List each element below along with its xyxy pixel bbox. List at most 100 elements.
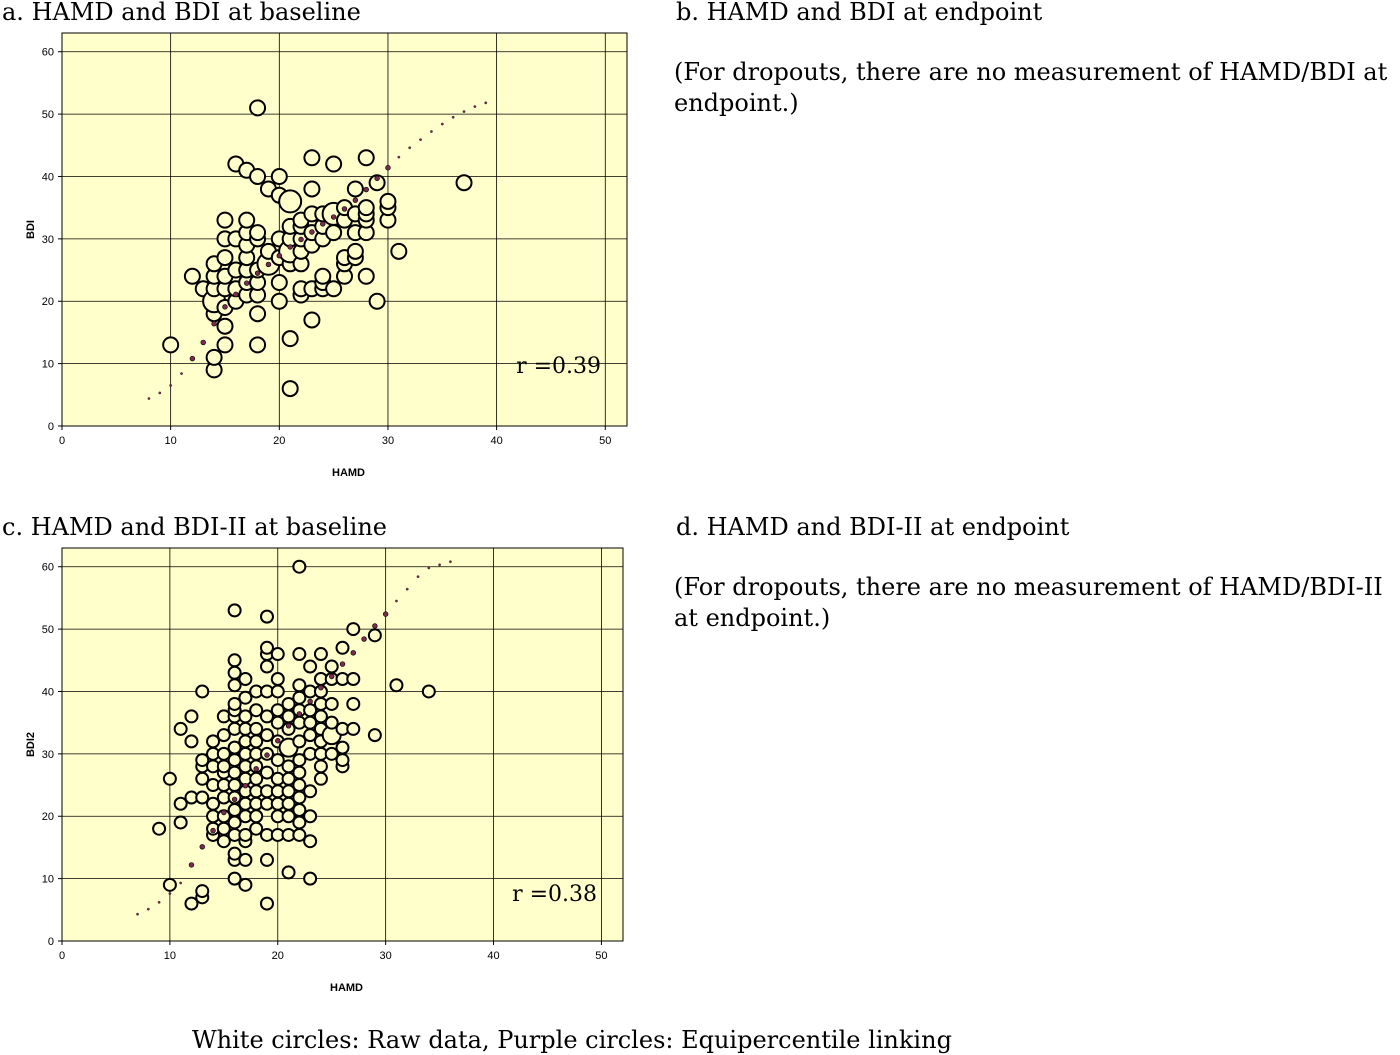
linking-point [158, 391, 162, 395]
raw-data-point [270, 703, 285, 718]
raw-data-point [281, 759, 296, 774]
raw-data-point [270, 684, 285, 699]
linking-point [320, 221, 326, 227]
raw-data-point [281, 865, 296, 880]
raw-data-point [346, 721, 361, 736]
raw-data-point [303, 784, 318, 799]
raw-data-point [249, 305, 267, 323]
raw-data-point [270, 167, 288, 185]
linking-point [211, 320, 217, 327]
linking-point [372, 623, 378, 629]
raw-data-point [162, 771, 177, 786]
y-tick-label: 30 [42, 234, 54, 246]
y-tick-label: 60 [42, 47, 54, 59]
raw-data-point [162, 336, 180, 354]
raw-data-point [238, 672, 253, 686]
linking-point [275, 738, 281, 744]
panel-b-note: (For dropouts, there are no measurement … [674, 58, 1388, 117]
raw-data-point [205, 348, 223, 366]
linking-point [307, 698, 313, 705]
linking-point [427, 566, 431, 570]
raw-data-point [281, 696, 296, 711]
raw-data-point [313, 771, 328, 786]
x-tick-label: 50 [595, 950, 607, 962]
raw-data-point [216, 317, 234, 335]
raw-data-point [259, 659, 274, 674]
raw-data-point [303, 149, 321, 167]
raw-data-point [270, 274, 288, 292]
panel-b-title: b. HAMD and BDI at endpoint [676, 0, 1043, 26]
raw-data-point [184, 709, 199, 724]
raw-data-point [357, 199, 375, 217]
chart-hamd-bdi-baseline: 0 10 20 30 40 50 60 0 10 20 30 40 50 HAMD BDI r =0.39 [25, 32, 628, 479]
raw-data-point [368, 174, 386, 192]
raw-data-point [314, 267, 332, 285]
raw-data-point [259, 609, 274, 624]
raw-data-point [216, 728, 231, 743]
raw-data-point [227, 653, 242, 668]
linking-point [438, 563, 441, 567]
raw-data-point [227, 871, 242, 886]
linking-point [157, 900, 161, 904]
linking-point [309, 229, 315, 235]
raw-data-point [313, 647, 328, 662]
linking-point [287, 244, 293, 250]
plot-area [61, 32, 628, 427]
raw-data-point [324, 746, 339, 761]
raw-data-point [259, 896, 274, 911]
raw-data-point [455, 174, 473, 192]
linking-point [199, 844, 205, 850]
raw-data-point [195, 884, 210, 899]
correlation-label: r =0.39 [516, 354, 601, 379]
x-axis-title: HAMD [332, 467, 365, 479]
y-tick-label: 50 [42, 109, 54, 121]
raw-data-point [303, 703, 318, 718]
raw-data-point [313, 759, 328, 774]
raw-data-point [303, 809, 318, 824]
linking-point [408, 146, 412, 150]
x-axis-title: HAMD [330, 982, 363, 994]
raw-data-point [379, 192, 397, 210]
raw-data-point [216, 211, 234, 229]
raw-data-point [270, 292, 288, 310]
raw-data-point [346, 696, 361, 711]
raw-data-point [259, 728, 274, 743]
raw-data-point [238, 709, 253, 724]
chart-hamd-bdi2-baseline: 0 10 20 30 40 50 60 0 10 20 30 40 50 HAMD BDI2 r =0.38 [25, 547, 624, 994]
raw-data-point [216, 336, 234, 354]
linking-point [419, 138, 422, 142]
raw-data-point [249, 336, 267, 354]
raw-data-point [216, 746, 231, 761]
linking-point [189, 355, 196, 362]
y-tick-label: 30 [42, 749, 54, 761]
raw-data-point [325, 280, 343, 298]
raw-data-point [259, 765, 274, 780]
linking-point [253, 766, 259, 772]
raw-data-point [238, 211, 256, 229]
raw-data-point [249, 224, 267, 242]
linking-point [254, 270, 261, 276]
raw-data-point [195, 753, 210, 768]
linking-point [430, 130, 433, 133]
raw-data-point [324, 715, 339, 730]
linking-point [329, 673, 335, 680]
linking-point [397, 155, 401, 159]
raw-data-point [227, 846, 242, 861]
raw-data-point [249, 809, 264, 824]
linking-point [484, 101, 488, 105]
panel-d-title: d. HAMD and BDI-II at endpoint [676, 513, 1070, 541]
raw-data-point [173, 721, 188, 736]
linking-point [363, 186, 369, 193]
raw-data-point [303, 834, 318, 849]
linking-point [147, 397, 151, 400]
raw-data-point [227, 603, 242, 618]
y-tick-label: 0 [48, 936, 54, 948]
raw-data-point [281, 380, 299, 398]
panel-c-title: c. HAMD and BDI-II at baseline [2, 513, 388, 541]
legend-caption: White circles: Raw data, Purple circles:… [192, 1026, 952, 1054]
raw-data-point [324, 659, 339, 674]
raw-data-point [183, 267, 201, 285]
linking-point [473, 105, 477, 108]
linking-point [200, 339, 206, 346]
y-axis-title: BDI [25, 220, 37, 239]
